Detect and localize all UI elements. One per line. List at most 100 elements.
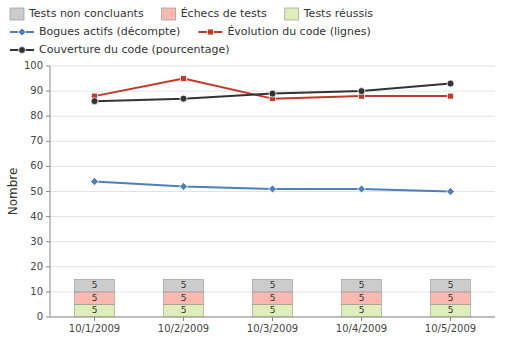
y-axis: 0 10 20 30 40 50 60 70 80 90 100 <box>24 60 50 322</box>
data-label: 5 <box>359 293 365 303</box>
x-axis: 10/1/200910/2/200910/3/200910/4/200910/5… <box>69 317 476 334</box>
y-tick <box>46 266 50 267</box>
line-marker <box>180 182 188 190</box>
legend-item: Tests non concluants <box>10 7 144 20</box>
line-marker <box>181 76 187 82</box>
y-tick <box>46 66 50 67</box>
legend-item: Couverture du code (pourcentage) <box>10 43 230 56</box>
y-tick-label: 0 <box>37 311 43 322</box>
legend-item: Évolution du code (lignes) <box>198 25 370 38</box>
data-label: 5 <box>270 280 276 290</box>
y-tick-label: 60 <box>30 160 43 171</box>
legend-marker <box>18 28 26 36</box>
line-marker <box>358 88 365 95</box>
data-label: 5 <box>270 293 276 303</box>
y-tick-label: 10 <box>30 286 43 297</box>
line-marker <box>91 98 98 105</box>
line-marker <box>180 95 187 102</box>
legend-swatch <box>162 8 176 20</box>
line-marker <box>269 185 277 193</box>
y-tick-label: 100 <box>24 60 43 71</box>
legend-item: Bogues actifs (décompte) <box>10 25 180 38</box>
y-tick-label: 40 <box>30 211 43 222</box>
bar-segment <box>430 292 470 305</box>
legend: Tests non concluants Échecs de tests Tests… <box>10 7 373 56</box>
bar-segment <box>163 292 203 305</box>
y-tick-label: 20 <box>30 261 43 272</box>
y-tick <box>46 191 50 192</box>
x-tick <box>183 317 184 321</box>
grid-line <box>50 241 495 242</box>
line-marker <box>358 185 366 193</box>
y-tick <box>46 166 50 167</box>
data-label: 5 <box>181 305 187 315</box>
y-tick-label: 90 <box>30 85 43 96</box>
y-tick-label: 30 <box>30 236 43 247</box>
data-label: 5 <box>181 293 187 303</box>
grid-line <box>50 216 495 217</box>
y-tick <box>46 91 50 92</box>
bar-segment <box>341 292 381 305</box>
data-label: 5 <box>448 280 454 290</box>
bar-segment <box>163 304 203 317</box>
legend-swatch <box>10 8 24 20</box>
legend-label: Tests réussis <box>303 7 373 20</box>
data-label: 5 <box>359 280 365 290</box>
x-tick-label: 10/5/2009 <box>425 323 476 334</box>
data-label: 5 <box>448 305 454 315</box>
line-marker <box>447 188 455 196</box>
bar-segment <box>341 279 381 292</box>
x-tick <box>94 317 95 321</box>
bar-segment <box>252 279 292 292</box>
legend-item: Échecs de tests <box>162 7 267 20</box>
legend-label: Tests non concluants <box>28 7 144 20</box>
legend-item: Tests réussis <box>285 7 373 20</box>
x-tick-label: 10/2/2009 <box>158 323 209 334</box>
y-tick-label: 50 <box>30 186 43 197</box>
data-labels: 555555555555555 <box>92 280 454 315</box>
legend-swatch <box>285 8 299 20</box>
data-label: 5 <box>92 293 98 303</box>
legend-label: Échecs de tests <box>181 7 267 20</box>
data-label: 5 <box>448 293 454 303</box>
x-tick <box>450 317 451 321</box>
legend-label: Couverture du code (pourcentage) <box>39 43 230 56</box>
y-axis-label: Nombre <box>6 168 20 216</box>
line-marker <box>447 80 454 87</box>
x-tick <box>361 317 362 321</box>
data-label: 5 <box>92 280 98 290</box>
y-tick <box>46 216 50 217</box>
line-marker <box>448 93 454 99</box>
y-tick <box>46 241 50 242</box>
grid-line <box>50 266 495 267</box>
x-tick-label: 10/1/2009 <box>69 323 120 334</box>
data-label: 5 <box>359 305 365 315</box>
grid-line <box>50 166 495 167</box>
grid-line <box>50 116 495 117</box>
bar-segment <box>252 292 292 305</box>
y-tick <box>46 141 50 142</box>
y-tick <box>46 116 50 117</box>
chart: Tests non concluants Échecs de tests Tests… <box>0 0 507 343</box>
legend-label: Bogues actifs (décompte) <box>39 25 180 38</box>
bar-segment <box>252 304 292 317</box>
bar-segment <box>430 279 470 292</box>
y-tick-label: 70 <box>30 135 43 146</box>
grid-line <box>50 141 495 142</box>
data-label: 5 <box>181 280 187 290</box>
data-label: 5 <box>270 305 276 315</box>
bar-segment <box>74 279 114 292</box>
y-tick-label: 80 <box>30 110 43 121</box>
bar-segment <box>341 304 381 317</box>
marks <box>74 76 470 317</box>
y-tick <box>46 291 50 292</box>
bar-segment <box>74 304 114 317</box>
y-tick <box>46 317 50 318</box>
bar-segment <box>74 292 114 305</box>
legend-marker <box>207 29 213 35</box>
grid <box>50 66 495 317</box>
bar-segment <box>163 279 203 292</box>
grid-line <box>50 66 495 67</box>
line-marker <box>91 177 99 185</box>
legend-label: Évolution du code (lignes) <box>227 25 370 38</box>
